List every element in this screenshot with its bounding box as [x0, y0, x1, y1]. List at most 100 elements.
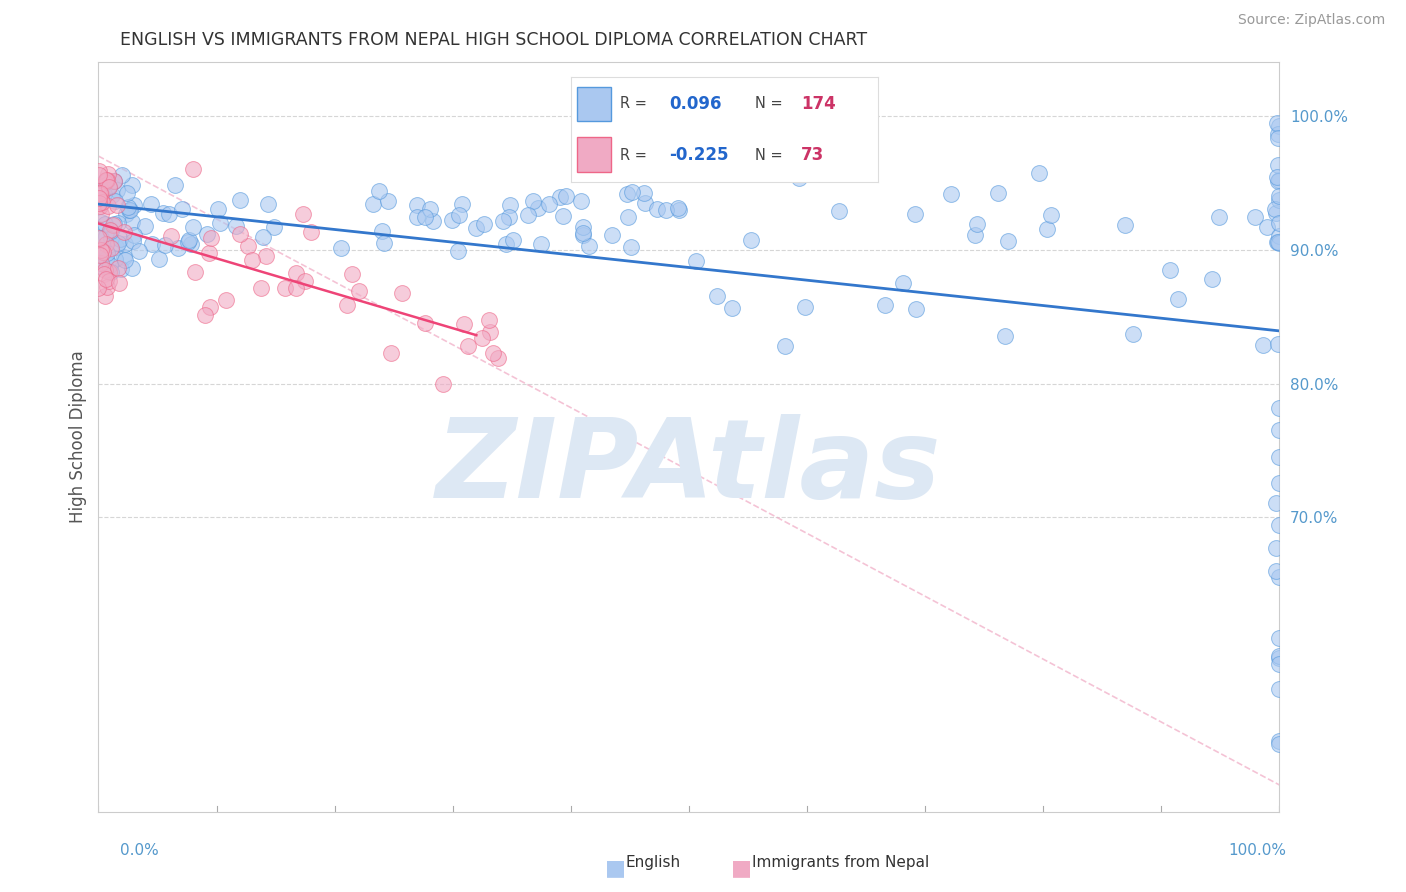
Point [104, 252, 127, 267]
Point [571, 220, 593, 235]
Point [655, 203, 678, 218]
Point [668, 202, 690, 217]
Point [98, 258, 121, 272]
Point [740, 233, 762, 247]
Point [198, 301, 221, 315]
Point [1268, 423, 1291, 437]
Point [115, 186, 138, 201]
Point [1122, 326, 1144, 341]
Point [939, 186, 962, 201]
Point [89, 256, 111, 270]
Text: English: English [626, 855, 681, 870]
Point [97, 199, 120, 213]
Point [166, 241, 188, 255]
Y-axis label: High School Diploma: High School Diploma [69, 351, 87, 524]
Point [1244, 211, 1267, 225]
Point [118, 203, 141, 218]
Point [215, 293, 238, 307]
Point [482, 346, 505, 360]
Point [285, 281, 308, 295]
Point [100, 187, 122, 202]
Point [94, 288, 117, 302]
Point [93, 217, 115, 231]
Point [827, 203, 849, 218]
Point [526, 201, 548, 215]
Text: 0.0%: 0.0% [120, 843, 159, 858]
Point [114, 237, 136, 252]
Point [121, 215, 143, 229]
Point [105, 183, 128, 197]
Point [118, 202, 141, 217]
Point [685, 254, 707, 268]
Point [1268, 569, 1291, 583]
Point [98, 222, 121, 236]
Point [720, 301, 742, 315]
Point [453, 318, 475, 332]
Point [1268, 217, 1291, 231]
Point [1264, 496, 1286, 510]
Point [91, 194, 114, 209]
Point [457, 339, 479, 353]
Point [229, 193, 252, 207]
Point [1268, 475, 1291, 490]
Point [1265, 169, 1288, 184]
Point [240, 253, 263, 268]
Point [1268, 649, 1291, 664]
Point [495, 236, 517, 251]
Point [479, 325, 502, 339]
Point [1268, 650, 1291, 665]
Point [1264, 541, 1286, 556]
Point [207, 202, 229, 216]
Point [98, 265, 121, 279]
Point [891, 276, 914, 290]
Point [194, 308, 217, 322]
Point [1040, 208, 1063, 222]
Point [517, 208, 540, 222]
Point [122, 235, 145, 249]
Point [432, 376, 454, 391]
Point [904, 301, 927, 316]
Point [94, 237, 117, 252]
Point [1267, 631, 1289, 645]
Point [94, 252, 117, 266]
Point [91, 245, 114, 260]
Point [478, 313, 501, 327]
Point [89, 191, 111, 205]
Point [633, 186, 655, 201]
Point [111, 168, 134, 182]
Point [134, 219, 156, 233]
Text: ZIPAtlas: ZIPAtlas [436, 414, 942, 521]
Point [620, 185, 643, 199]
Point [571, 227, 593, 242]
Point [87, 196, 110, 211]
Point [1114, 218, 1136, 232]
Point [1028, 165, 1050, 179]
Point [422, 214, 444, 228]
Point [153, 238, 176, 252]
Point [117, 200, 139, 214]
Point [522, 194, 544, 209]
Point [139, 197, 162, 211]
Point [105, 198, 128, 212]
Point [380, 345, 402, 359]
Point [451, 196, 474, 211]
Point [107, 216, 129, 230]
Text: ■: ■ [605, 858, 626, 878]
Point [1267, 194, 1289, 208]
Point [569, 194, 592, 209]
Point [112, 225, 135, 239]
Point [1267, 131, 1289, 145]
Point [89, 196, 111, 211]
Point [157, 207, 180, 221]
Point [572, 226, 595, 240]
Point [89, 199, 111, 213]
Point [195, 227, 218, 242]
Point [499, 198, 522, 212]
Point [274, 281, 297, 295]
Point [94, 175, 117, 189]
Point [492, 213, 515, 227]
Point [1268, 172, 1291, 186]
Point [1265, 235, 1288, 249]
Point [100, 231, 122, 245]
Point [93, 263, 115, 277]
